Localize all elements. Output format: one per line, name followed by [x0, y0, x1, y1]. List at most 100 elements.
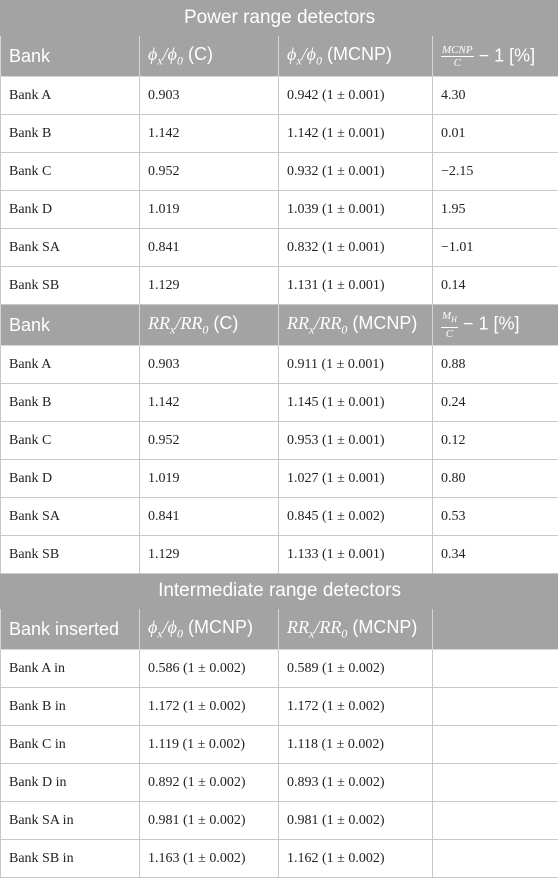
cell-rr-mcnp: 0.953 (1 ± 0.001)	[279, 422, 433, 460]
cell-rr-c: 1.019	[140, 460, 279, 498]
header-rr-mcnp-unit: (MCNP)	[352, 313, 417, 333]
cell-empty	[433, 764, 558, 802]
cell-flux-c: 1.129	[140, 267, 279, 305]
cell-flux-c: 0.903	[140, 77, 279, 115]
cell-rr-diff: 0.88	[433, 346, 558, 384]
cell-bank: Bank B	[1, 115, 140, 153]
section-title-power: Power range detectors	[1, 1, 558, 36]
cell-flux-mcnp: 1.172 (1 ± 0.002)	[140, 688, 279, 726]
cell-flux-mcnp: 1.119 (1 ± 0.002)	[140, 726, 279, 764]
header-bank: Bank	[1, 36, 140, 77]
cell-rr-mcnp: 1.027 (1 ± 0.001)	[279, 460, 433, 498]
header-flux-mcnp-unit: (MCNP)	[327, 44, 392, 64]
cell-rr-mcnp: 1.118 (1 ± 0.002)	[279, 726, 433, 764]
cell-bank: Bank SB	[1, 267, 140, 305]
cell-bank: Bank D in	[1, 764, 140, 802]
header-flux-diff-suffix: − 1 [%]	[479, 45, 536, 65]
cell-bank: Bank SB in	[1, 840, 140, 878]
cell-flux-diff: 4.30	[433, 77, 558, 115]
cell-flux-mcnp: 0.932 (1 ± 0.001)	[279, 153, 433, 191]
header-flux-mcnp: ϕx/ϕ0 (MCNP)	[140, 609, 279, 650]
cell-rr-diff: 0.24	[433, 384, 558, 422]
cell-rr-mcnp: 1.133 (1 ± 0.001)	[279, 536, 433, 574]
cell-flux-mcnp: 1.163 (1 ± 0.002)	[140, 840, 279, 878]
cell-bank: Bank SA	[1, 229, 140, 267]
header-empty	[433, 609, 558, 650]
cell-bank: Bank D	[1, 191, 140, 229]
cell-bank: Bank B	[1, 384, 140, 422]
cell-rr-mcnp: 1.145 (1 ± 0.001)	[279, 384, 433, 422]
cell-flux-mcnp: 1.131 (1 ± 0.001)	[279, 267, 433, 305]
cell-rr-diff: 0.53	[433, 498, 558, 536]
cell-rr-c: 0.952	[140, 422, 279, 460]
cell-flux-diff: 0.14	[433, 267, 558, 305]
cell-bank: Bank D	[1, 460, 140, 498]
cell-flux-c: 1.142	[140, 115, 279, 153]
header-rr-c: RRx/RR0 (C)	[140, 305, 279, 346]
cell-rr-c: 1.142	[140, 384, 279, 422]
cell-rr-diff: 0.34	[433, 536, 558, 574]
cell-flux-c: 0.952	[140, 153, 279, 191]
cell-bank: Bank A	[1, 77, 140, 115]
cell-rr-mcnp: 0.589 (1 ± 0.002)	[279, 650, 433, 688]
cell-flux-mcnp: 0.942 (1 ± 0.001)	[279, 77, 433, 115]
header-flux-c: ϕx/ϕ0 (C)	[140, 36, 279, 77]
cell-rr-c: 0.841	[140, 498, 279, 536]
section-title-intermediate: Intermediate range detectors	[1, 574, 558, 609]
cell-empty	[433, 726, 558, 764]
header-rr-mcnp: RRx/RR0 (MCNP)	[279, 305, 433, 346]
header-flux-mcnp: ϕx/ϕ0 (MCNP)	[279, 36, 433, 77]
cell-flux-mcnp: 0.892 (1 ± 0.002)	[140, 764, 279, 802]
cell-empty	[433, 688, 558, 726]
cell-rr-c: 1.129	[140, 536, 279, 574]
cell-flux-c: 1.019	[140, 191, 279, 229]
cell-rr-mcnp: 1.172 (1 ± 0.002)	[279, 688, 433, 726]
cell-rr-mcnp: 0.981 (1 ± 0.002)	[279, 802, 433, 840]
cell-bank: Bank B in	[1, 688, 140, 726]
cell-rr-diff: 0.12	[433, 422, 558, 460]
cell-bank: Bank C	[1, 422, 140, 460]
cell-flux-diff: −1.01	[433, 229, 558, 267]
header-flux-c-unit: (C)	[188, 44, 213, 64]
cell-rr-mcnp: 0.911 (1 ± 0.001)	[279, 346, 433, 384]
header-rr-mcnp-unit: (MCNP)	[352, 617, 417, 637]
cell-bank: Bank A in	[1, 650, 140, 688]
header-rr-diff-suffix: − 1 [%]	[463, 314, 520, 334]
cell-flux-mcnp: 1.142 (1 ± 0.001)	[279, 115, 433, 153]
cell-bank: Bank SA	[1, 498, 140, 536]
cell-flux-c: 0.841	[140, 229, 279, 267]
cell-flux-mcnp: 1.039 (1 ± 0.001)	[279, 191, 433, 229]
cell-bank: Bank SA in	[1, 802, 140, 840]
cell-flux-mcnp: 0.981 (1 ± 0.002)	[140, 802, 279, 840]
header-flux-mcnp-unit: (MCNP)	[188, 617, 253, 637]
header-bank-inserted: Bank inserted	[1, 609, 140, 650]
cell-bank: Bank C	[1, 153, 140, 191]
header-rr-c-unit: (C)	[213, 313, 238, 333]
cell-rr-mcnp: 0.893 (1 ± 0.002)	[279, 764, 433, 802]
cell-empty	[433, 802, 558, 840]
cell-flux-diff: 0.01	[433, 115, 558, 153]
cell-rr-mcnp: 1.162 (1 ± 0.002)	[279, 840, 433, 878]
